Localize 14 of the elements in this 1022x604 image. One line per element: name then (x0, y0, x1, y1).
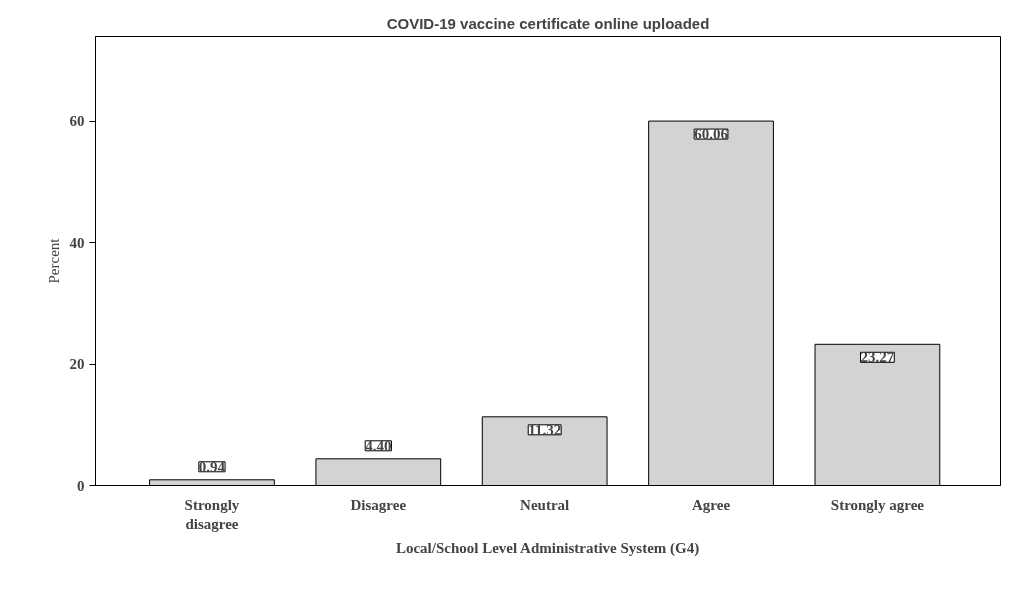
chart-title: COVID-19 vaccine certificate online uploaded (386, 14, 710, 32)
x-axis-title: Local/School Level Administrative System (G4) (395, 539, 700, 557)
y-tick-label: 40 (69, 234, 85, 251)
x-tick-label: Strongly disagree (184, 496, 240, 532)
data-label: 23.27 (860, 349, 895, 366)
x-tick-label: Agree (692, 496, 731, 513)
y-tick-label: 20 (69, 356, 85, 373)
x-tick-label: Neutral (520, 496, 570, 513)
x-tick-label: Disagree (350, 496, 407, 513)
y-axis-title: Percent (45, 237, 62, 284)
y-tick-label: 60 (69, 113, 85, 130)
x-tick-label: Strongly agree (830, 496, 925, 513)
data-label: 11.32 (528, 421, 562, 438)
y-tick-label: 0 (77, 477, 85, 494)
